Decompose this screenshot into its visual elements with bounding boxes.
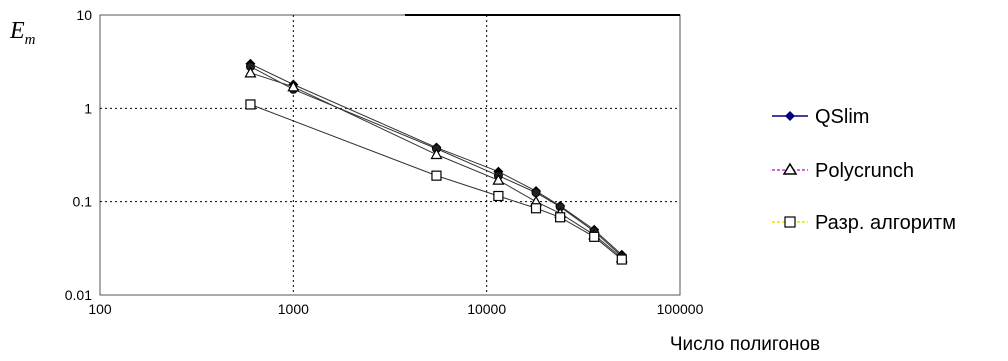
series-3-point — [589, 231, 600, 242]
series-3-point — [245, 99, 256, 110]
y-tick-label: 1 — [84, 100, 92, 116]
x-axis-label: Число полигонов — [670, 334, 820, 355]
y-tick-label: 10 — [76, 7, 92, 23]
y-axis-label: Em — [9, 18, 36, 48]
x-tick-label: 100 — [88, 301, 112, 317]
legend-item-razr-algoritm: Разр. алгоритм — [772, 212, 956, 234]
legend-item-qslim: QSlim — [772, 106, 869, 128]
grid — [100, 15, 680, 295]
y-axis-label-subscript: m — [25, 32, 36, 48]
legend-razr-square-marker — [784, 216, 796, 228]
series-3-point — [493, 190, 504, 202]
series-2-point — [244, 66, 257, 78]
series-2-line — [250, 72, 623, 259]
legend-razr-label: Разр. алгоритм — [815, 212, 956, 234]
series-2-point — [430, 148, 443, 160]
x-tick-label: 1000 — [278, 301, 309, 317]
legend-item-polycrunch: Polycrunch — [772, 160, 914, 182]
series-3-point — [431, 170, 442, 181]
legend: QSlim Polycrunch Разр. алгоритм — [772, 106, 956, 234]
x-tick-label: 100000 — [657, 301, 704, 317]
y-tick-label: 0.1 — [73, 194, 93, 210]
x-tick-label: 10000 — [467, 301, 506, 317]
legend-polycrunch-triangle-marker — [782, 162, 798, 175]
series-0-line — [250, 63, 623, 256]
legend-qslim-label: QSlim — [815, 106, 869, 128]
series-1-point — [531, 188, 541, 198]
series-3 — [245, 99, 627, 265]
legend-polycrunch-label: Polycrunch — [815, 160, 914, 182]
legend-qslim-diamond-marker — [785, 111, 795, 121]
series-3-point — [616, 254, 627, 265]
series-2-point — [492, 173, 505, 185]
plot-area — [99, 14, 681, 296]
series-2-point — [287, 80, 300, 92]
series-3-point — [530, 203, 542, 214]
tick-labels: 100 1000 10000 100000 0.01 0.1 1 10 — [65, 7, 704, 317]
y-tick-label: 0.01 — [65, 287, 92, 303]
series-1-line — [250, 66, 623, 257]
series-group — [244, 58, 628, 265]
series-3-point — [555, 212, 566, 223]
